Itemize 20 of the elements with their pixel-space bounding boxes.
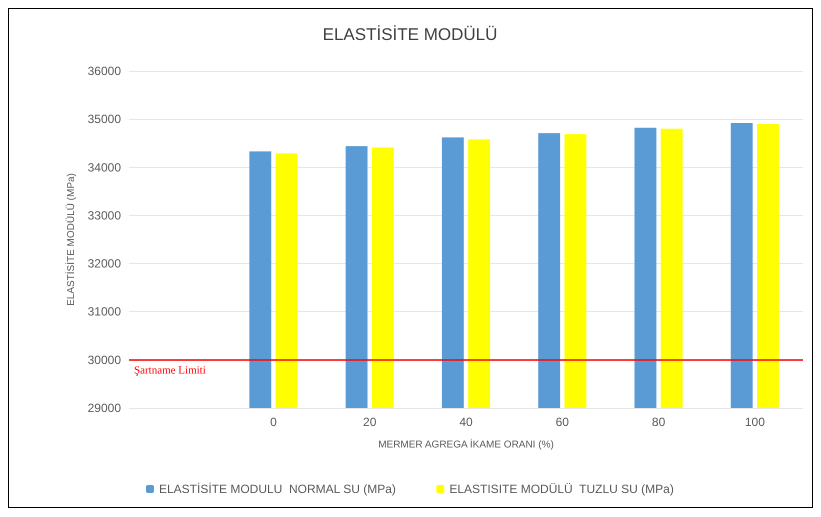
y-tick-label: 36000 — [88, 64, 122, 78]
ref-line-label: Şartname Limiti — [134, 364, 206, 376]
legend-label: ELASTİSİTE MODULU NORMAL SU (MPa) — [158, 482, 396, 496]
x-axis-title: MERMER AGREGA İKAME ORANI (%) — [378, 438, 554, 450]
x-tick-label: 80 — [652, 415, 666, 429]
chart-title: ELASTİSİTE MODÜLÜ — [322, 25, 498, 44]
y-tick-label: 29000 — [88, 401, 122, 415]
y-tick-label: 32000 — [88, 256, 122, 271]
y-tick-label: 33000 — [88, 208, 122, 222]
y-tick-label: 30000 — [88, 352, 122, 367]
x-tick-label: 100 — [744, 415, 766, 429]
y-tick-label: 34000 — [88, 160, 122, 174]
y-tick-label: 31000 — [88, 304, 122, 319]
legend-label: ELASTISITE MODÜLÜ TUZLU SU (MPa) — [449, 482, 674, 496]
x-tick-label: 0 — [270, 415, 278, 429]
x-tick-label: 60 — [556, 415, 570, 429]
y-tick-label: 35000 — [88, 112, 122, 126]
x-tick-label: 40 — [459, 415, 473, 429]
y-axis-title: ELASTİSİTE MODÜLÜ (MPa) — [65, 173, 78, 306]
x-tick-label: 20 — [363, 415, 377, 429]
